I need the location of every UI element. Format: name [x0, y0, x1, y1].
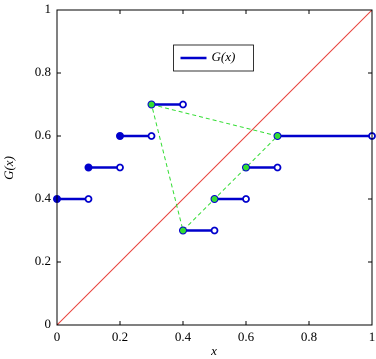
x-tick-label: 0.6: [238, 329, 255, 344]
open-endpoint: [210, 226, 219, 235]
y-tick-label: 0: [45, 316, 52, 331]
closed-endpoint: [116, 132, 124, 140]
x-axis-label: x: [210, 343, 217, 358]
x-tick-label: 0.4: [175, 329, 192, 344]
closed-endpoint: [84, 163, 93, 172]
closed-endpoint: [147, 100, 156, 109]
diagonal-line: [56, 9, 373, 326]
cycle-path: [151, 104, 279, 232]
y-tick-label: 0.8: [35, 64, 51, 79]
open-endpoint: [179, 100, 187, 109]
y-tick-label: 0.2: [35, 253, 51, 268]
x-tick-label: 0.2: [112, 329, 128, 344]
x-tick-label: 1: [369, 329, 376, 344]
closed-endpoint: [273, 132, 282, 140]
x-tick-label: 0.8: [301, 329, 317, 344]
legend-box: [173, 44, 254, 72]
x-tick-label: 0: [54, 329, 61, 344]
open-endpoint: [273, 163, 282, 172]
open-endpoint: [84, 195, 93, 203]
y-tick-label: 0.6: [35, 127, 52, 142]
y-axis-label: G(x): [1, 156, 16, 180]
open-endpoint: [242, 195, 250, 203]
open-endpoint: [116, 163, 124, 172]
y-tick-label: 1: [45, 1, 52, 16]
open-endpoint: [147, 132, 156, 140]
closed-endpoint: [179, 226, 187, 235]
y-tick-label: 0.4: [35, 190, 52, 205]
closed-endpoint: [242, 163, 250, 172]
legend-label: G(x): [212, 49, 236, 64]
plot-frame: [56, 9, 373, 326]
closed-endpoint: [210, 195, 219, 203]
